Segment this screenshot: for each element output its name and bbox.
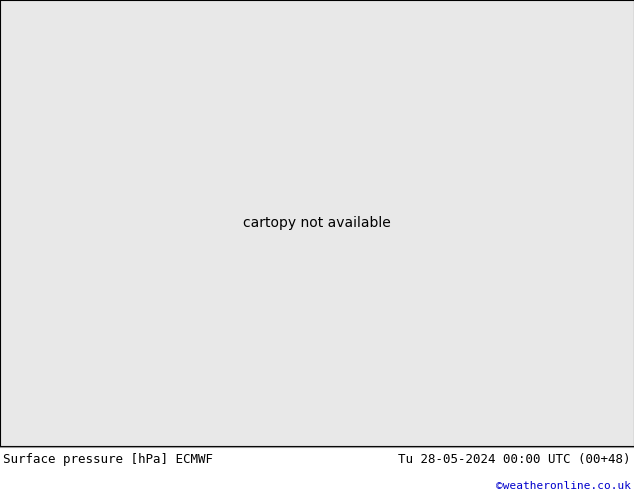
Text: Tu 28-05-2024 00:00 UTC (00+48): Tu 28-05-2024 00:00 UTC (00+48) (398, 453, 631, 466)
Text: ©weatheronline.co.uk: ©weatheronline.co.uk (496, 481, 631, 490)
Text: Surface pressure [hPa] ECMWF: Surface pressure [hPa] ECMWF (3, 453, 213, 466)
Text: cartopy not available: cartopy not available (243, 216, 391, 230)
